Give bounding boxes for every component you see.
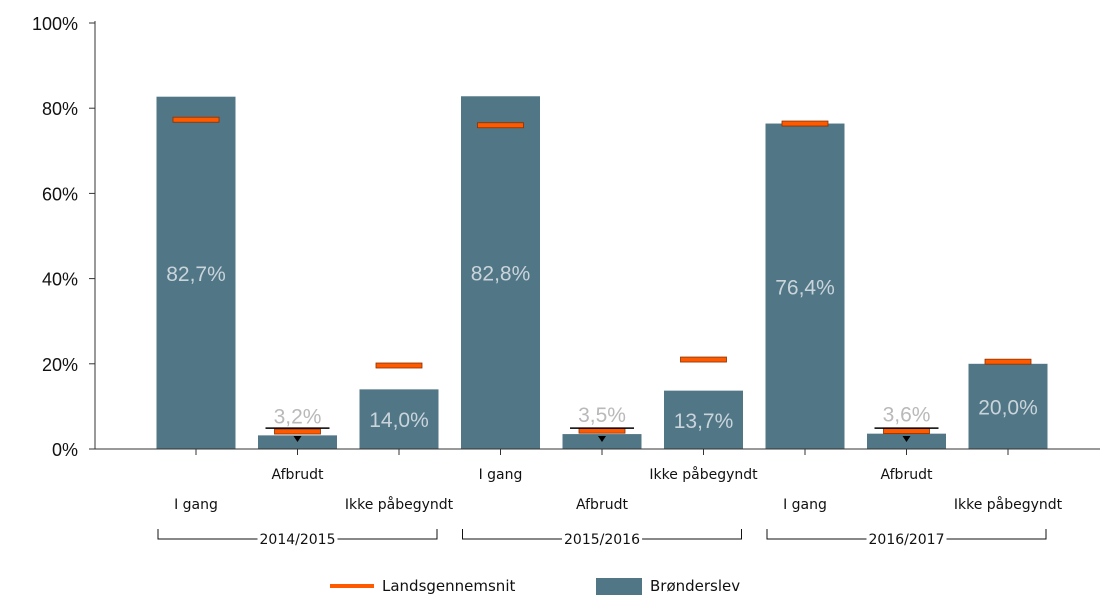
bar xyxy=(765,123,845,449)
group-label-bg xyxy=(866,532,947,548)
bar xyxy=(461,96,540,449)
group-label-bg xyxy=(562,532,643,548)
data-label: 13,7% xyxy=(674,410,734,433)
legend-label: Brønderslev xyxy=(650,577,740,595)
data-labels: 82,7% 3,2% 14,0% 82,8% 3,5% 13,7% 76,4% 3,6% 20,… xyxy=(166,263,1038,433)
data-label: 3,5% xyxy=(578,404,626,427)
average-markers xyxy=(172,116,1032,442)
data-label: 3,2% xyxy=(274,405,322,428)
group-label: 2014/2015 xyxy=(260,532,336,548)
average-marker xyxy=(781,120,829,127)
category-label: I gang xyxy=(174,497,218,513)
bars xyxy=(156,96,1048,449)
average-marker xyxy=(680,356,727,363)
average-marker xyxy=(883,428,930,435)
category-label: Ikke påbegyndt xyxy=(649,466,758,483)
y-tick-label: 40% xyxy=(42,270,78,290)
category-label: Afbrudt xyxy=(881,467,933,483)
legend: Landsgennemsnit Brønderslev xyxy=(330,577,740,595)
bar xyxy=(664,390,743,449)
legend-bar-swatch xyxy=(596,578,642,595)
group-label: 2015/2016 xyxy=(564,532,640,548)
data-label: 20,0% xyxy=(978,396,1038,419)
category-label: I gang xyxy=(479,467,523,483)
group-label-bg xyxy=(257,532,338,548)
y-tick-label: 80% xyxy=(42,99,78,119)
range-arrow xyxy=(598,436,606,442)
data-label: 82,8% xyxy=(471,263,531,286)
range-arrow xyxy=(902,436,911,442)
group-label: 2016/2017 xyxy=(869,532,945,548)
average-marker xyxy=(578,427,626,434)
y-axis: 0% 20% 40% 60% 80% 100% xyxy=(32,14,96,460)
range-arrow xyxy=(293,436,302,442)
data-label: 82,7% xyxy=(166,263,226,286)
average-marker xyxy=(274,428,321,435)
category-label: Ikke påbegyndt xyxy=(345,496,454,513)
category-label: Afbrudt xyxy=(576,497,628,513)
data-label: 3,6% xyxy=(883,404,931,427)
y-tick-label: 100% xyxy=(32,14,78,34)
average-marker xyxy=(375,362,423,369)
bar xyxy=(156,96,236,449)
category-label: Ikke påbegyndt xyxy=(954,496,1063,513)
bar xyxy=(359,389,439,449)
category-label: Afbrudt xyxy=(272,467,324,483)
data-label: 76,4% xyxy=(775,276,835,299)
x-axis: I gang Afbrudt Ikke påbegyndt 2014/2015 I ga… xyxy=(95,448,1100,548)
y-tick-label: 20% xyxy=(42,355,78,375)
y-tick-label: 60% xyxy=(42,184,78,204)
average-marker xyxy=(477,122,524,129)
legend-label: Landsgennemsnit xyxy=(382,577,515,595)
data-label: 14,0% xyxy=(369,409,429,432)
average-marker xyxy=(984,358,1032,365)
bar xyxy=(258,435,337,449)
average-marker xyxy=(172,116,220,123)
y-tick-label: 0% xyxy=(52,440,78,460)
bar xyxy=(968,363,1048,449)
legend-marker-swatch xyxy=(330,584,374,588)
category-label: I gang xyxy=(783,497,827,513)
